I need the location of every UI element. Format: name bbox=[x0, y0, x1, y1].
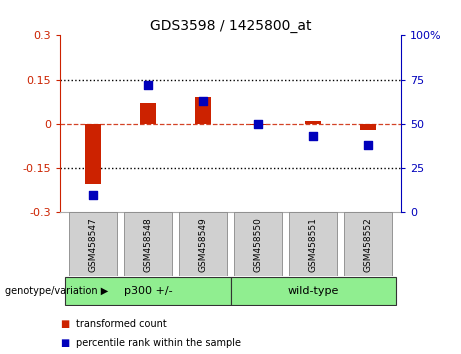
Point bbox=[89, 192, 97, 198]
Bar bbox=[140, 103, 156, 124]
Text: GSM458552: GSM458552 bbox=[364, 217, 372, 272]
Bar bbox=[230, 277, 396, 305]
Text: GSM458549: GSM458549 bbox=[199, 217, 207, 272]
Bar bbox=[195, 97, 211, 124]
Point bbox=[309, 133, 317, 139]
Text: GSM458547: GSM458547 bbox=[89, 217, 97, 272]
Point bbox=[254, 121, 262, 127]
Text: GSM458550: GSM458550 bbox=[254, 217, 262, 272]
Text: genotype/variation ▶: genotype/variation ▶ bbox=[5, 286, 108, 296]
Bar bbox=[250, 124, 266, 125]
Text: percentile rank within the sample: percentile rank within the sample bbox=[76, 338, 241, 348]
Title: GDS3598 / 1425800_at: GDS3598 / 1425800_at bbox=[150, 19, 311, 33]
Text: ■: ■ bbox=[60, 319, 69, 329]
Bar bbox=[65, 277, 230, 305]
Text: transformed count: transformed count bbox=[76, 319, 167, 329]
Bar bbox=[69, 212, 117, 276]
Point bbox=[199, 98, 207, 104]
Bar bbox=[289, 212, 337, 276]
Bar bbox=[234, 212, 282, 276]
Bar bbox=[124, 212, 172, 276]
Text: GSM458551: GSM458551 bbox=[308, 217, 318, 272]
Text: ■: ■ bbox=[60, 338, 69, 348]
Bar bbox=[179, 212, 227, 276]
Text: wild-type: wild-type bbox=[287, 286, 339, 296]
Bar bbox=[85, 124, 101, 184]
Text: GSM458548: GSM458548 bbox=[143, 217, 153, 272]
Point bbox=[144, 82, 152, 88]
Point bbox=[364, 142, 372, 148]
Bar bbox=[305, 121, 321, 124]
Bar bbox=[344, 212, 392, 276]
Text: p300 +/-: p300 +/- bbox=[124, 286, 172, 296]
Bar bbox=[360, 124, 376, 130]
